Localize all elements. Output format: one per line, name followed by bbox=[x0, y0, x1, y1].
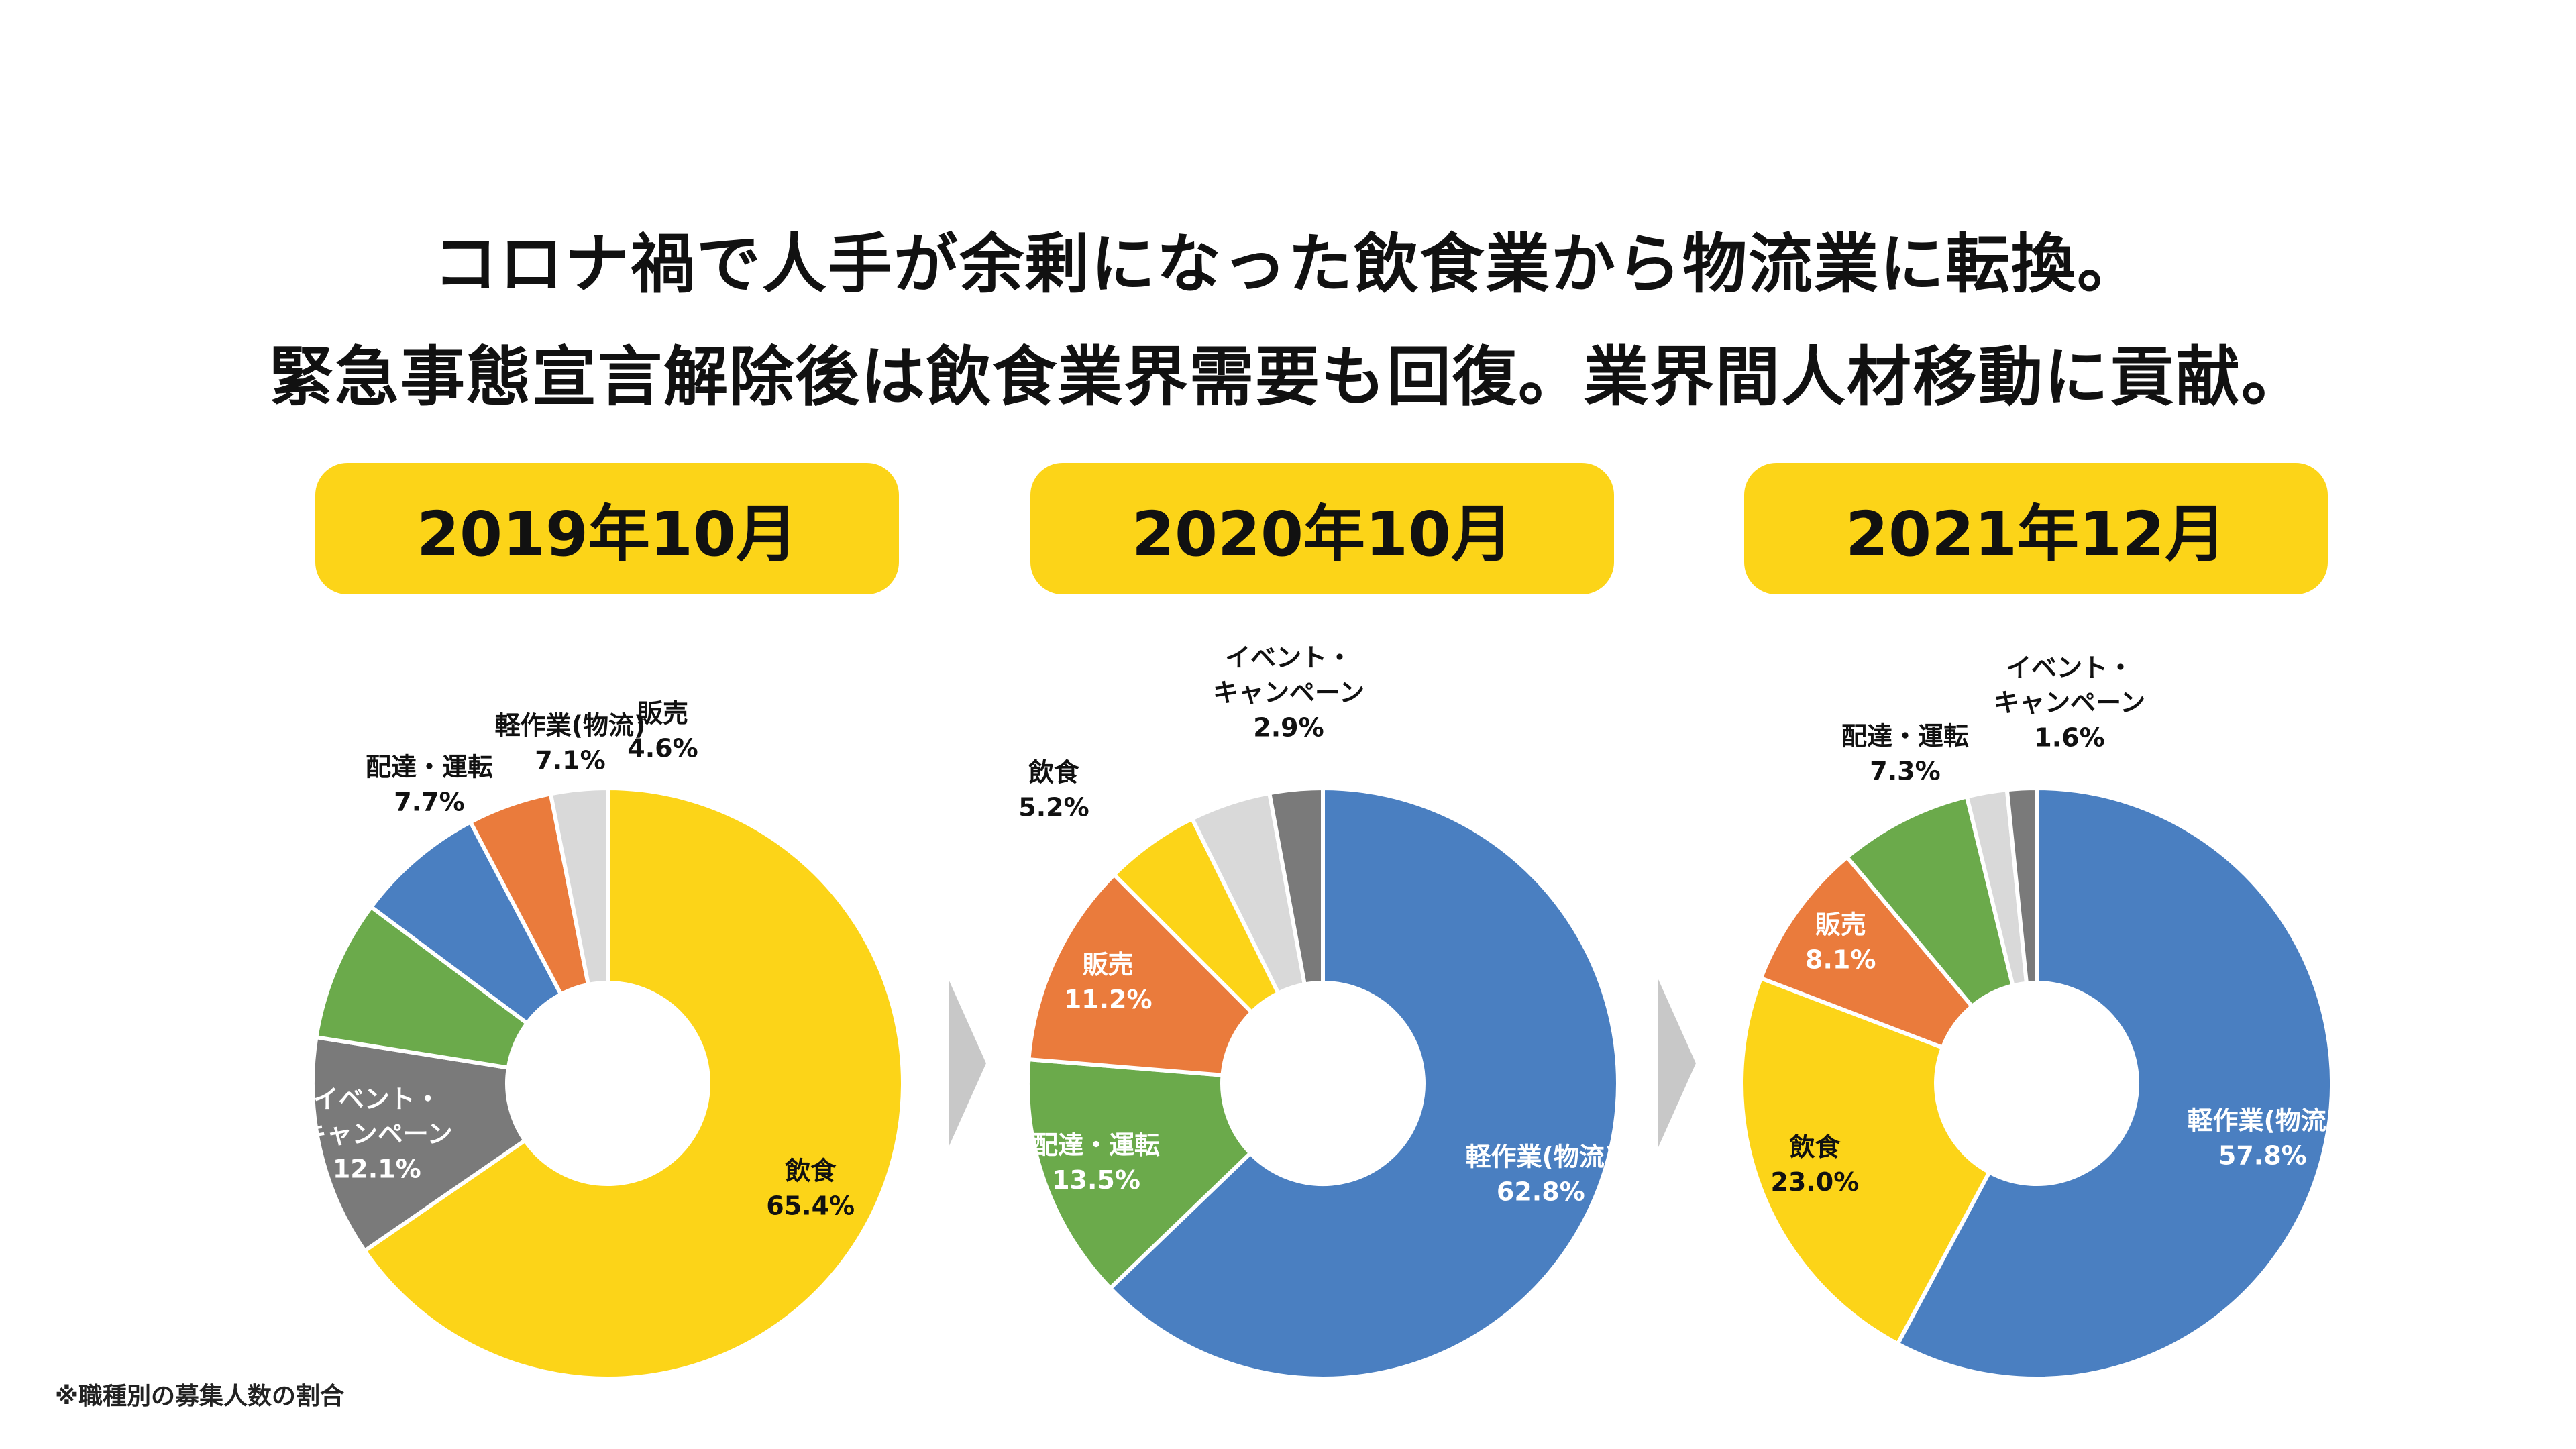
slice-label-name: キャンペーン bbox=[1213, 678, 1364, 708]
slice-label-name: 飲食 bbox=[1028, 758, 1080, 788]
headline: コロナ禍で人手が余剰になった飲食業から物流業に転換。 緊急事態宣言解除後は飲食業… bbox=[0, 208, 2576, 433]
slice-label-value: 13.5% bbox=[1052, 1165, 1140, 1195]
slice-label-name: キャンペーン bbox=[301, 1120, 453, 1149]
donut-chart-2020: 軽作業(物流) 62.8% 配達・運転 13.5% 販売 11.2% 飲食 5.2% イベント・… bbox=[1018, 643, 1620, 1381]
donut-slice bbox=[314, 904, 529, 1070]
footnote: ※職種別の募集人数の割合 bbox=[55, 1383, 344, 1410]
headline-line-2: 緊急事態宣言解除後は飲食業界需要も回復。業界間人材移動に貢献。 bbox=[269, 339, 2307, 415]
slice-label-name: 飲食 bbox=[785, 1156, 837, 1185]
slice-label-name: 配達・運転 bbox=[366, 753, 493, 782]
slice-label-name: 販売 bbox=[1083, 950, 1134, 979]
slice-label-name: 配達・運転 bbox=[1841, 722, 1969, 751]
slice-label-value: 12.1% bbox=[333, 1155, 421, 1184]
donut-slice bbox=[1895, 786, 2334, 1381]
donut-slice bbox=[1267, 786, 1325, 987]
donut-slice bbox=[1758, 855, 1974, 1050]
donut-slice bbox=[369, 820, 564, 1026]
slice-label-value: 7.3% bbox=[1870, 757, 1940, 786]
slice-label-value: 5.2% bbox=[1018, 793, 1089, 822]
chevron-right-icon bbox=[949, 979, 986, 1147]
donut-slice bbox=[1108, 786, 1620, 1381]
slice-label-name: 軽作業(物流) bbox=[495, 711, 646, 741]
slice-label-value: 11.2% bbox=[1064, 985, 1152, 1014]
slice-label-name: 軽作業(物流) bbox=[2187, 1106, 2338, 1136]
slice-label-value: 1.6% bbox=[2034, 723, 2104, 753]
slice-label-value: 7.7% bbox=[394, 788, 464, 817]
slice-label-value: 4.6% bbox=[627, 734, 698, 763]
donut-slice bbox=[311, 1035, 527, 1253]
slice-label-name: イベント・ bbox=[1225, 643, 1352, 673]
donut-slice bbox=[1026, 872, 1254, 1077]
donut-chart-2021: 軽作業(物流) 57.8% 飲食 23.0% 販売 8.1% 配達・運転 7.3% イベント・キ… bbox=[1739, 653, 2338, 1381]
slice-label-value: 7.1% bbox=[535, 746, 605, 775]
slice-label-name: 飲食 bbox=[1789, 1132, 1841, 1162]
slice-label-value: 62.8% bbox=[1497, 1177, 1585, 1207]
slice-label-name: 販売 bbox=[637, 699, 688, 729]
slice-label-value: 57.8% bbox=[2218, 1141, 2307, 1171]
slice-label-name: キャンペーン bbox=[1994, 688, 2145, 718]
donut-slice bbox=[1739, 976, 1992, 1346]
period-pill-2020: 2020年10月 bbox=[1030, 463, 1614, 594]
slice-label-value: 2.9% bbox=[1253, 713, 1324, 743]
chart-panel-2019: 2019年10月 飲食 65.4% イベント・キャンペーン 12.1% 配達・運転 7.7… bbox=[288, 463, 959, 1402]
slice-label-name: 販売 bbox=[1815, 910, 1866, 939]
donut-slice bbox=[2004, 786, 2039, 985]
headline-line-1: コロナ禍で人手が余剰になった飲食業から物流業に転換。 bbox=[433, 227, 2143, 302]
slice-label-value: 65.4% bbox=[766, 1191, 855, 1220]
slice-label-name: 軽作業(物流) bbox=[1465, 1142, 1616, 1172]
donut-chart-2019: 飲食 65.4% イベント・キャンペーン 12.1% 配達・運転 7.7% 軽作業(物流) 7… bbox=[301, 699, 905, 1381]
donut-slice bbox=[1845, 794, 2015, 1009]
period-pill-2021: 2021年12月 bbox=[1744, 463, 2328, 594]
slice-label-name: 配達・運転 bbox=[1032, 1130, 1160, 1160]
donut-slice bbox=[548, 786, 610, 987]
slice-label-value: 8.1% bbox=[1805, 945, 1876, 974]
period-pill-2019: 2019年10月 bbox=[315, 463, 899, 594]
chart-panel-2020: 2020年10月 軽作業(物流) 62.8% 配達・運転 13.5% 販売 11.2% 飲食… bbox=[1004, 463, 1674, 1402]
slice-label-name: イベント・ bbox=[2006, 653, 2133, 683]
chart-panel-2021: 2021年12月 軽作業(物流) 57.8% 飲食 23.0% 販売 8.1% 配達・運転 7… bbox=[1717, 463, 2388, 1402]
donut-slice bbox=[362, 786, 905, 1381]
donut-slice bbox=[1026, 1057, 1252, 1291]
slice-label-name: イベント・ bbox=[313, 1085, 441, 1114]
slice-label-value: 23.0% bbox=[1770, 1167, 1859, 1197]
chevron-right-icon bbox=[1658, 979, 1696, 1147]
